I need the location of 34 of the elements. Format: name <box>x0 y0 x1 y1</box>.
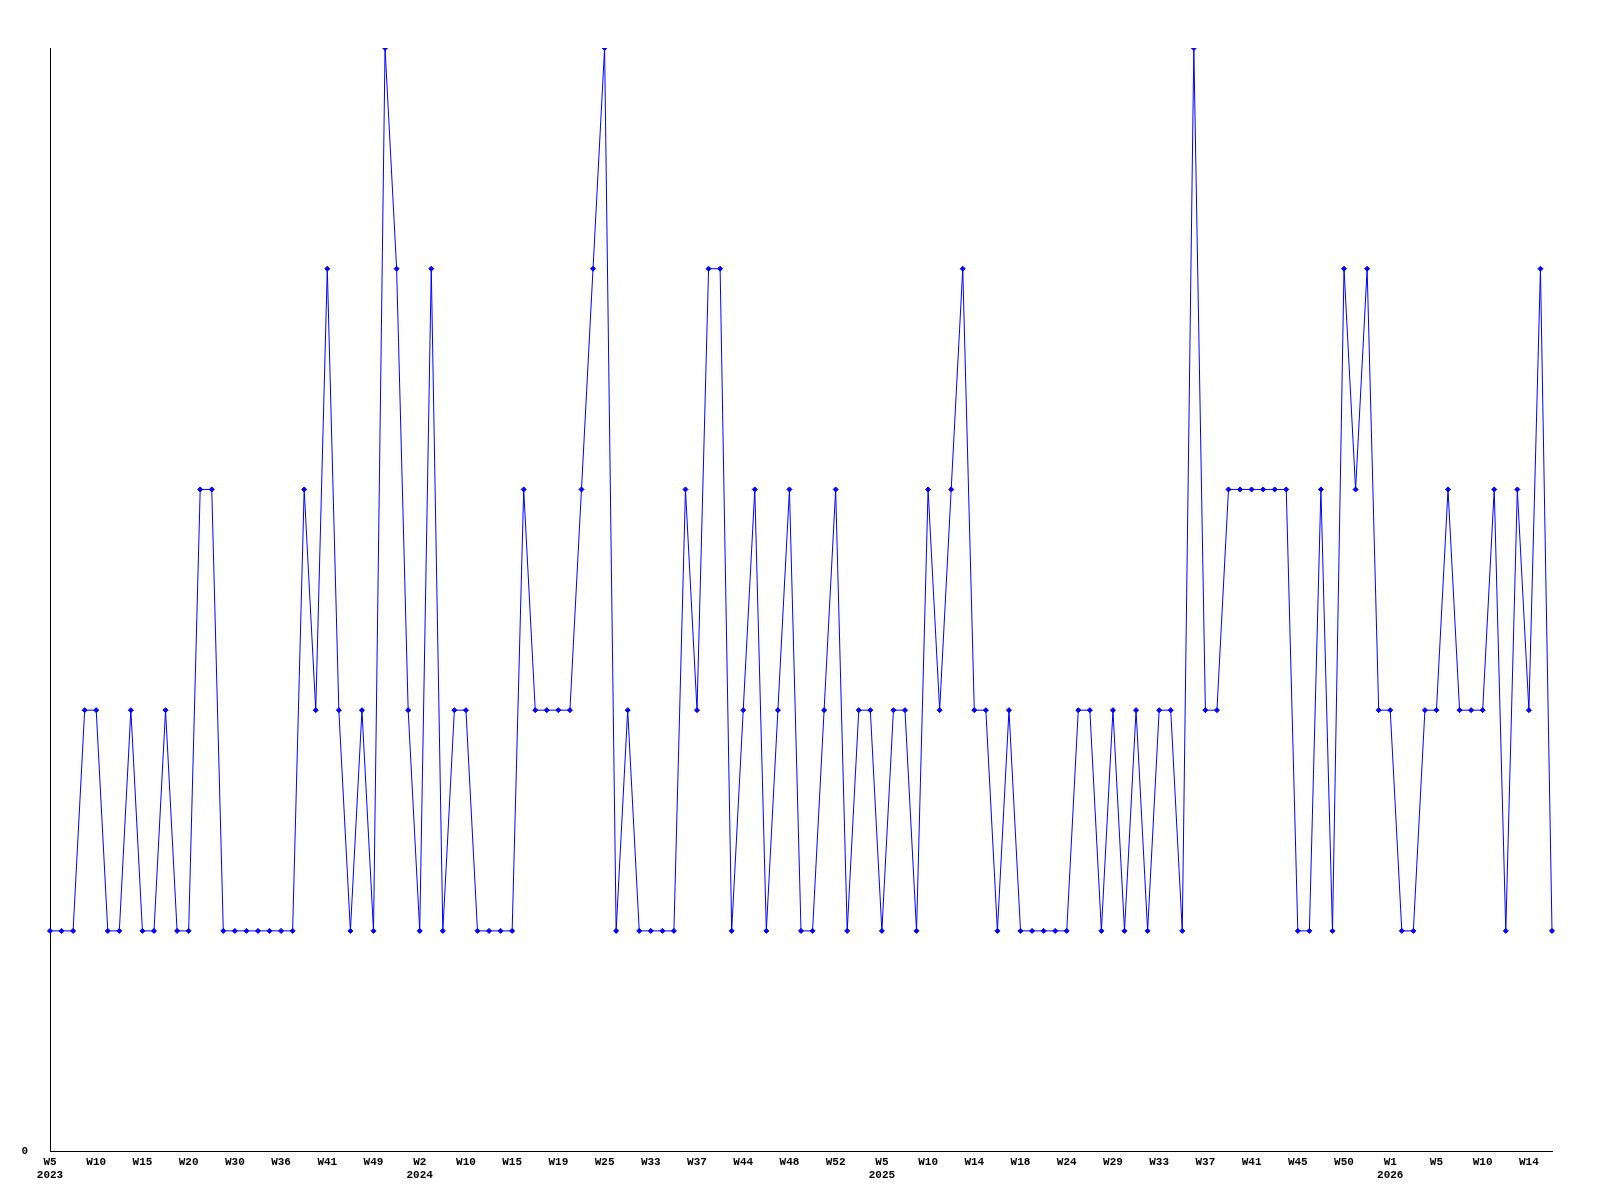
x-tick-label: W15 <box>502 1155 523 1168</box>
x-tick-label: W2 2024 <box>406 1155 434 1182</box>
x-tick-label: W48 <box>779 1155 800 1168</box>
x-tick-label: W18 <box>1010 1155 1031 1168</box>
x-tick-label: W5 2025 <box>868 1155 896 1182</box>
x-tick-label: W19 <box>548 1155 569 1168</box>
x-tick-label: W1 2026 <box>1377 1155 1404 1182</box>
x-tick-label: W52 <box>825 1155 846 1168</box>
x-tick-label: W20 <box>178 1155 199 1168</box>
x-tick-label: W37 <box>687 1155 707 1168</box>
x-tick-label: W15 <box>132 1155 153 1168</box>
x-tick-label: W44 <box>733 1155 754 1168</box>
x-tick-label: W33 <box>1149 1155 1170 1168</box>
x-tick-label: W50 <box>1334 1155 1354 1168</box>
x-tick-label: W29 <box>1103 1155 1123 1168</box>
x-tick-label: W36 <box>271 1155 291 1168</box>
x-tick-label: W45 <box>1287 1155 1309 1168</box>
x-tick-label: W5 <box>1429 1155 1444 1168</box>
x-tick-label: W41 <box>1241 1155 1262 1168</box>
x-tick-label: W25 <box>594 1155 615 1168</box>
x-tick-label: W30 <box>224 1155 245 1168</box>
x-tick-label: W10 <box>456 1155 476 1168</box>
x-tick-label: W10 <box>918 1155 938 1168</box>
text: 0 <box>21 1145 28 1158</box>
x-tick-label: W24 <box>1056 1155 1078 1168</box>
x-tick-label: W14 <box>1518 1155 1540 1168</box>
x-tick-label: W41 <box>317 1155 338 1168</box>
x-tick-label: W37 <box>1195 1155 1216 1168</box>
x-tick-label: W14 <box>964 1155 985 1168</box>
x-tick-label: W49 <box>363 1155 384 1168</box>
x-tick-label: W33 <box>640 1155 662 1168</box>
x-tick-label: W5 2023 <box>36 1155 64 1182</box>
x-tick-label: W10 <box>86 1155 107 1168</box>
x-tick-label: W10 <box>1472 1155 1493 1168</box>
